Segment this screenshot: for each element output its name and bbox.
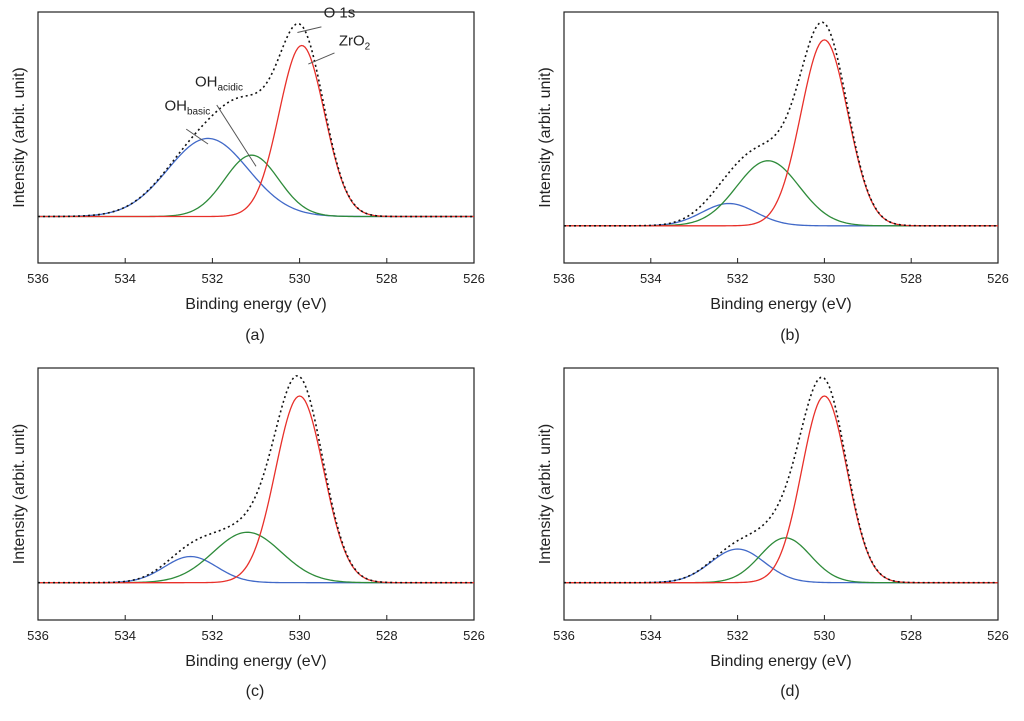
peak-zro2-line (38, 395, 474, 584)
peak-oh-acidic-line (564, 537, 998, 584)
x-tick-label: 532 (727, 628, 749, 643)
x-tick-label: 528 (376, 628, 398, 643)
panel-c: 536 534 532 530 528 526 Binding energy (eV) Int… (11, 367, 485, 700)
peak-oh-basic-line (564, 202, 998, 227)
panel-label: (d) (780, 683, 800, 700)
peak-zro2-line (564, 395, 998, 584)
peak-oh-basic-line (38, 137, 474, 218)
y-axis-title: Intensity (arbit. unit) (537, 424, 554, 565)
peak-zro2-line (564, 39, 998, 227)
plot-frame (37, 367, 475, 621)
panel-b: 536 534 532 530 528 526 Binding energy (eV) Int… (537, 11, 1009, 344)
y-axis-title: Intensity (arbit. unit) (537, 67, 554, 208)
x-tick-label: 530 (814, 628, 836, 643)
peak-oh-acidic-line (38, 154, 474, 218)
panel-label: (c) (246, 683, 265, 700)
x-axis-title: Binding energy (eV) (185, 296, 326, 313)
panel-d: 536 534 532 530 528 526 Binding energy (eV) Int… (537, 367, 1009, 700)
x-tick-label: 534 (640, 271, 662, 286)
x-tick-label: 526 (463, 628, 485, 643)
annotation-leader-oh-acidic (216, 104, 257, 167)
annotation-leader-oh-basic (185, 128, 209, 145)
x-tick-label: 528 (376, 271, 398, 286)
x-axis-title: Binding energy (eV) (185, 653, 326, 670)
x-tick-label: 526 (463, 271, 485, 286)
x-tick-label: 532 (202, 628, 224, 643)
peak-oh-acidic-line (38, 531, 474, 584)
x-tick-label: 528 (900, 628, 922, 643)
envelope-o1s-line (38, 22, 474, 218)
panel-label: (a) (245, 327, 265, 344)
annotation-leader-zro2 (308, 52, 335, 65)
x-tick-label: 532 (202, 271, 224, 286)
x-tick-label: 534 (640, 628, 662, 643)
y-axis-title: Intensity (arbit. unit) (11, 424, 28, 565)
peak-zro2-line (38, 44, 474, 218)
annotation-o1s: O 1s (324, 5, 356, 22)
annotation-oh-acidic: OHacidic (195, 73, 243, 93)
plot-frame (563, 367, 999, 621)
y-axis-title: Intensity (arbit. unit) (11, 67, 28, 208)
x-tick-label: 534 (114, 628, 136, 643)
x-tick-label: 536 (27, 628, 49, 643)
x-tick-label: 536 (553, 628, 575, 643)
annotation-oh-basic: OHbasic (164, 98, 210, 118)
envelope-o1s-line (38, 374, 474, 584)
x-tick-label: 530 (289, 628, 311, 643)
x-tick-label: 536 (553, 271, 575, 286)
x-tick-label: 526 (987, 271, 1009, 286)
x-tick-label: 526 (987, 628, 1009, 643)
x-tick-label: 536 (27, 271, 49, 286)
x-tick-label: 528 (900, 271, 922, 286)
x-tick-label: 534 (114, 271, 136, 286)
panel-a: 536 534 532 530 528 526 Binding energy (eV) Int… (11, 5, 485, 344)
x-axis-title: Binding energy (eV) (710, 653, 851, 670)
envelope-o1s-line (564, 21, 998, 227)
annotation-zro2: ZrO2 (339, 32, 371, 52)
x-tick-label: 532 (727, 271, 749, 286)
plot-frame (37, 11, 475, 264)
x-axis-title: Binding energy (eV) (710, 296, 851, 313)
annotation-leader-o1s (297, 26, 322, 33)
x-tick-label: 530 (289, 271, 311, 286)
plot-frame (563, 11, 999, 264)
peak-oh-basic-line (38, 555, 474, 584)
x-tick-label: 530 (814, 271, 836, 286)
panel-label: (b) (780, 327, 800, 344)
